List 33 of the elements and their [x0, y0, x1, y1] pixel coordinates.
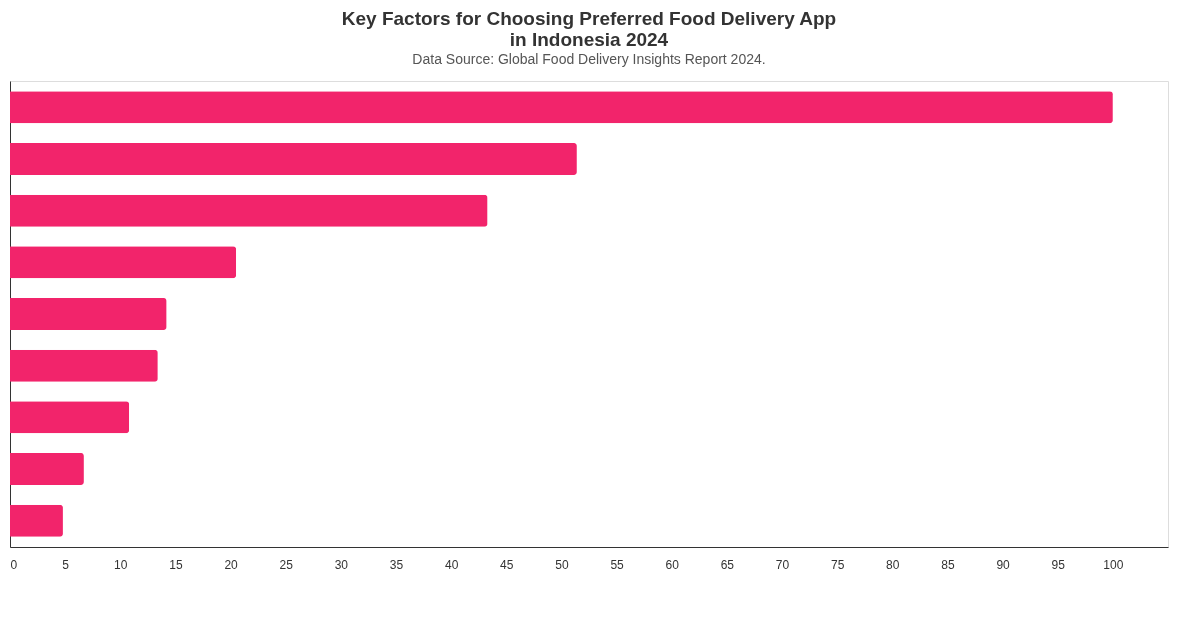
- bar: [10, 194, 488, 227]
- x-tick-label: 0: [10, 557, 18, 572]
- x-tick-label: 35: [389, 557, 404, 572]
- x-tick-label: 100: [1103, 557, 1124, 572]
- bar: [10, 297, 167, 331]
- x-tick-label: 15: [169, 557, 183, 572]
- bar: [10, 452, 84, 485]
- x-tick-label: 50: [555, 557, 569, 572]
- chart-subtitle: Data Source: Global Food Delivery Insights Report 2024.: [412, 51, 766, 67]
- x-tick-label: 10: [114, 557, 128, 572]
- x-tick-label: 55: [610, 557, 625, 572]
- x-tick-label: 90: [996, 557, 1011, 572]
- x-tick-label: 20: [224, 557, 239, 572]
- bar: [10, 143, 577, 176]
- x-tick-label: 40: [444, 557, 459, 572]
- x-tick-label: 65: [720, 557, 735, 572]
- text: in Indonesia 2024: [509, 29, 669, 50]
- x-tick-label: 25: [279, 557, 294, 572]
- bar: [10, 246, 237, 279]
- x-tick-label: 70: [775, 557, 790, 572]
- x-tick-label: 95: [1051, 557, 1066, 572]
- x-tick-label: 85: [941, 557, 955, 572]
- x-tick-label: 80: [886, 557, 900, 572]
- x-tick-label: 5: [62, 557, 70, 572]
- bar: [10, 349, 158, 382]
- bar: [10, 91, 1113, 124]
- x-tick-label: 45: [500, 557, 514, 572]
- text: Key Factors for Choosing Preferred Food Delivery App: [341, 8, 837, 29]
- bar: [10, 401, 130, 434]
- x-tick-label: 75: [830, 557, 845, 572]
- x-tick-label: 60: [665, 557, 680, 572]
- x-tick-label: 30: [334, 557, 349, 572]
- bar: [10, 504, 63, 537]
